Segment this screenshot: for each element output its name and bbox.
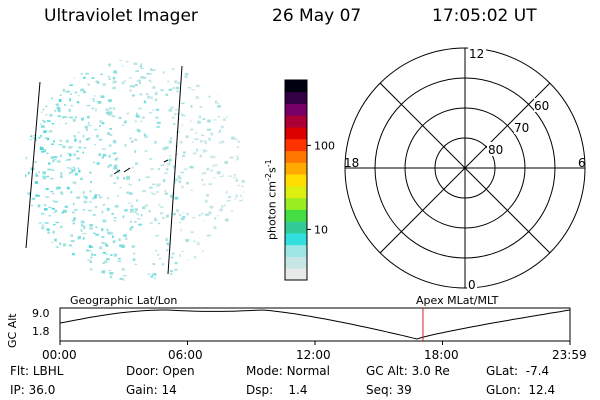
mlt-label-6: 6 — [578, 156, 586, 170]
timeline-ytick-top: 9.0 — [32, 307, 50, 320]
fov-edge-right — [167, 65, 183, 275]
colorbar-band — [285, 162, 307, 175]
colorbar-tick-label: 100 — [314, 139, 335, 152]
status-gc-alt: GC Alt: 3.0 Re — [366, 364, 450, 378]
mlt-label-18: 18 — [344, 156, 359, 170]
timeline-xtick-1800: 18:00 — [424, 348, 459, 362]
colorbar-band — [285, 138, 307, 152]
polar-plot: 60 70 80 12 18 6 0 — [344, 46, 586, 292]
fov-edge-left — [25, 81, 41, 249]
status-seq: Seq: 39 — [366, 383, 412, 397]
uv-image — [25, 59, 247, 281]
colorbar-band — [285, 209, 307, 222]
timeline-right-label: Apex MLat/MLT — [416, 294, 499, 307]
timeline-left-label: Geographic Lat/Lon — [70, 294, 178, 307]
colorbar-band — [285, 221, 307, 234]
colorbar-band — [285, 150, 307, 163]
colorbar-band — [285, 244, 307, 257]
colorbar-band — [285, 256, 307, 269]
colorbar-label: photon cm-2s-1 — [264, 159, 279, 240]
timeline-ytick-bottom: 1.8 — [32, 325, 50, 338]
colorbar-band — [285, 174, 307, 187]
timeline-xtick-1200: 12:00 — [296, 348, 331, 362]
colorbar-band — [285, 80, 307, 93]
status-glon: GLon: 12.4 — [486, 383, 556, 397]
status-door: Door: Open — [126, 364, 195, 378]
mlt-label-0: 0 — [468, 278, 476, 292]
date-label: 26 May 07 — [272, 6, 362, 26]
colorbar-band — [285, 115, 307, 128]
colorbar-tick-label: 10 — [314, 223, 328, 236]
colorbar-band — [285, 103, 307, 116]
status-dsp: Dsp: 1.4 — [246, 383, 308, 397]
lat-label-70: 70 — [514, 121, 529, 135]
lat-label-80: 80 — [488, 143, 503, 157]
colorbar-band — [285, 185, 307, 199]
status-gain: Gain: 14 — [126, 383, 177, 397]
timeline-xtick-2359: 23:59 — [552, 348, 587, 362]
status-glat: GLat: -7.4 — [486, 364, 550, 378]
colorbar-band — [285, 127, 307, 140]
orbit-altitude-curve — [59, 309, 571, 340]
status-mode: Mode: Normal — [246, 364, 330, 378]
colorbar-band — [285, 197, 307, 210]
mlt-label-12: 12 — [469, 47, 484, 61]
lat-label-60: 60 — [534, 99, 549, 113]
colorbar: 100 10 — [284, 79, 335, 281]
colorbar-band — [285, 268, 307, 281]
timeline-ylabel: GC Alt — [6, 313, 19, 348]
status-ip: IP: 36.0 — [10, 383, 56, 397]
app-title: Ultraviolet Imager — [44, 6, 198, 26]
timeline-plot — [59, 307, 571, 345]
time-label: 17:05:02 UT — [432, 6, 537, 26]
colorbar-band — [285, 91, 307, 105]
status-filter: Flt: LBHL — [10, 364, 64, 378]
timeline-xtick-0000: 00:00 — [42, 348, 77, 362]
colorbar-band — [285, 232, 307, 246]
timeline-xtick-0600: 06:00 — [168, 348, 203, 362]
